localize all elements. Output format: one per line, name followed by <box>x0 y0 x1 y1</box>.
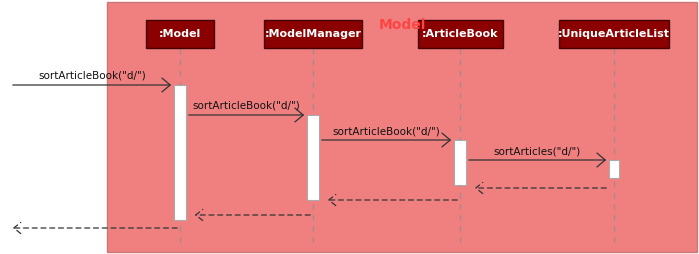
Text: sortArticleBook("d/"): sortArticleBook("d/") <box>193 101 301 111</box>
Bar <box>417 20 503 48</box>
Text: :ArticleBook: :ArticleBook <box>421 29 498 39</box>
Bar <box>609 160 619 178</box>
Text: sortArticles("d/"): sortArticles("d/") <box>494 146 581 156</box>
Bar <box>264 20 362 48</box>
Bar <box>454 140 466 185</box>
Bar <box>307 115 319 200</box>
Bar <box>107 2 697 252</box>
Bar <box>174 85 186 220</box>
Text: :Model: :Model <box>159 29 201 39</box>
Text: sortArticleBook("d/"): sortArticleBook("d/") <box>333 126 440 136</box>
Bar <box>559 20 669 48</box>
Text: :UniqueArticleList: :UniqueArticleList <box>558 29 670 39</box>
Text: sortArticleBook("d/"): sortArticleBook("d/") <box>38 71 146 81</box>
Bar <box>146 20 214 48</box>
Text: :ModelManager: :ModelManager <box>264 29 361 39</box>
Text: Model: Model <box>378 18 426 32</box>
